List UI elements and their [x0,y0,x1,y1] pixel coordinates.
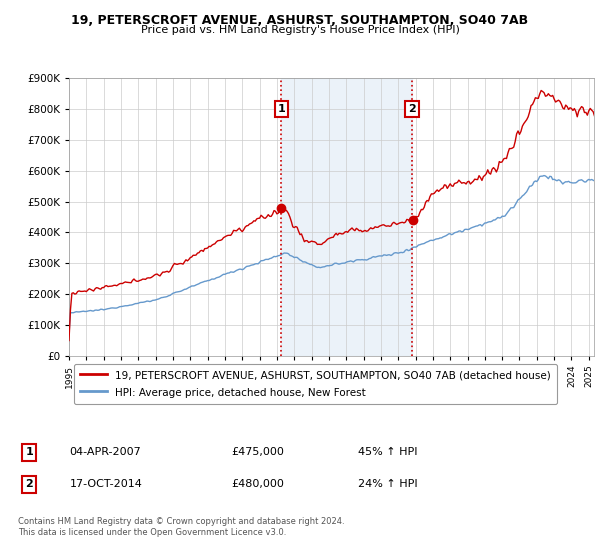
Text: £475,000: £475,000 [231,447,284,458]
Legend: 19, PETERSCROFT AVENUE, ASHURST, SOUTHAMPTON, SO40 7AB (detached house), HPI: Av: 19, PETERSCROFT AVENUE, ASHURST, SOUTHAM… [74,363,557,404]
Text: Contains HM Land Registry data © Crown copyright and database right 2024.
This d: Contains HM Land Registry data © Crown c… [18,517,344,536]
Text: 04-APR-2007: 04-APR-2007 [70,447,142,458]
Text: 19, PETERSCROFT AVENUE, ASHURST, SOUTHAMPTON, SO40 7AB: 19, PETERSCROFT AVENUE, ASHURST, SOUTHAM… [71,14,529,27]
Text: 24% ↑ HPI: 24% ↑ HPI [358,479,417,489]
Text: 1: 1 [25,447,33,458]
Text: 1: 1 [277,104,285,114]
Bar [281,78,412,356]
Text: 45% ↑ HPI: 45% ↑ HPI [358,447,417,458]
Text: £480,000: £480,000 [231,479,284,489]
Text: Price paid vs. HM Land Registry's House Price Index (HPI): Price paid vs. HM Land Registry's House … [140,25,460,35]
Text: 2: 2 [408,104,416,114]
Text: 17-OCT-2014: 17-OCT-2014 [70,479,142,489]
Text: 2: 2 [25,479,33,489]
